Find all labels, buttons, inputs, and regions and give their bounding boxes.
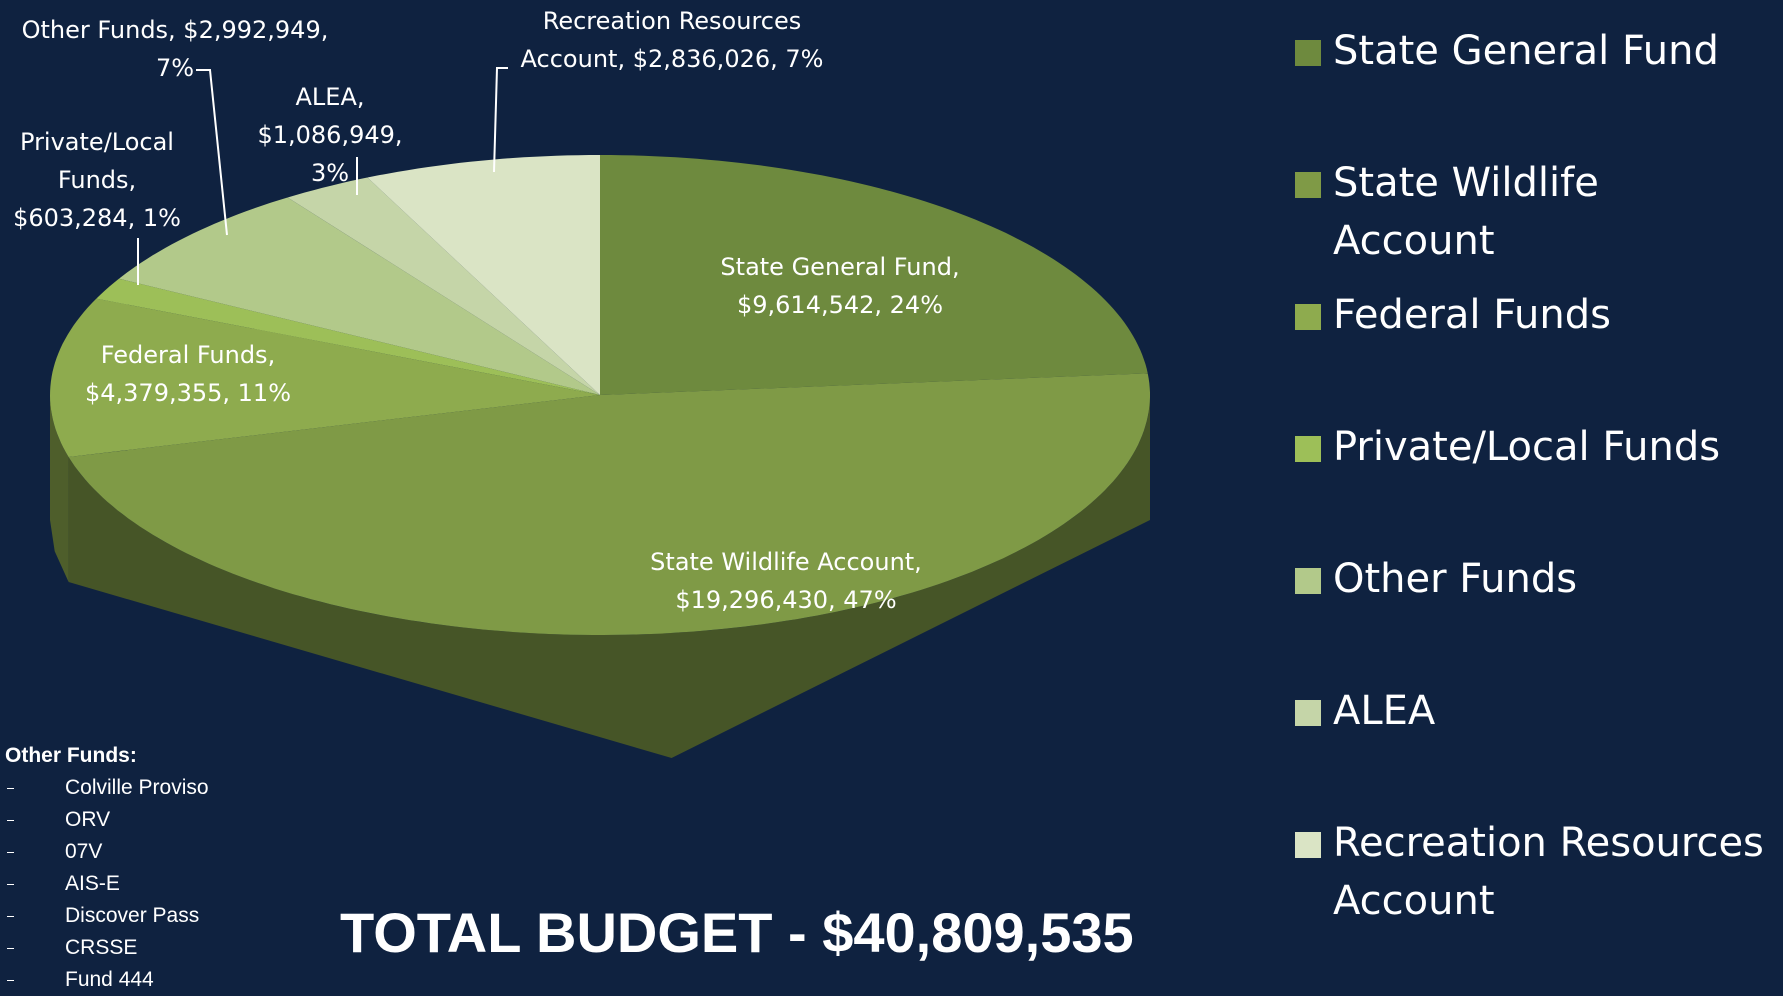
- legend: State General Fund State Wildlife Account…: [1295, 22, 1775, 946]
- bullet: [7, 788, 14, 789]
- slice-side: [68, 395, 1151, 758]
- legend-label: Other Funds: [1333, 556, 1578, 602]
- data-label: ALEA,: [296, 83, 365, 111]
- legend-item: ALEA: [1295, 682, 1775, 814]
- data-label: Private/Local: [20, 128, 174, 156]
- legend-label: State General Fund: [1333, 28, 1719, 74]
- note-item: ORV: [5, 804, 209, 836]
- legend-label: Recreation Resources Account: [1333, 820, 1764, 924]
- legend-swatch: [1295, 172, 1321, 198]
- slice: [118, 197, 601, 395]
- note-item: Fund 444: [5, 964, 209, 996]
- legend-swatch: [1295, 40, 1321, 66]
- bullet: [7, 948, 14, 949]
- bullet: [7, 980, 14, 981]
- legend-item: Recreation Resources Account: [1295, 814, 1775, 946]
- slice: [68, 373, 1151, 635]
- legend-swatch: [1295, 700, 1321, 726]
- legend-item: Private/Local Funds: [1295, 418, 1775, 550]
- note-item: Discover Pass: [5, 900, 209, 932]
- data-label: State Wildlife Account,: [650, 548, 922, 576]
- data-label: Recreation Resources: [543, 7, 802, 35]
- note-item: AIS-E: [5, 868, 209, 900]
- bullet: [7, 820, 14, 821]
- bullet: [7, 916, 14, 917]
- slice: [50, 298, 600, 457]
- data-label: Other Funds, $2,992,949,: [22, 16, 329, 44]
- legend-item: State General Fund: [1295, 22, 1775, 154]
- data-label: $19,296,430, 47%: [675, 586, 896, 614]
- legend-item: Federal Funds: [1295, 286, 1775, 418]
- slice-side: [50, 395, 69, 582]
- note-item: 07V: [5, 836, 209, 868]
- legend-label: State Wildlife Account: [1333, 160, 1599, 264]
- legend-label: ALEA: [1333, 688, 1436, 734]
- legend-swatch: [1295, 436, 1321, 462]
- leader-line: [493, 67, 508, 173]
- bullet: [7, 884, 14, 885]
- slice: [367, 155, 600, 395]
- data-label: $1,086,949,: [257, 121, 402, 149]
- slice: [600, 155, 1148, 395]
- legend-swatch: [1295, 832, 1321, 858]
- legend-swatch: [1295, 304, 1321, 330]
- bullet: [7, 852, 14, 853]
- data-label: Federal Funds,: [101, 341, 275, 369]
- legend-label: Federal Funds: [1333, 292, 1611, 338]
- note-title: Other Funds:: [5, 744, 137, 767]
- data-label: 7%: [156, 54, 194, 82]
- legend-item: State Wildlife Account: [1295, 154, 1775, 286]
- data-label: 3%: [311, 159, 349, 187]
- data-label: $4,379,355, 11%: [85, 379, 291, 407]
- note-item: Colville Proviso: [5, 772, 209, 804]
- legend-swatch: [1295, 568, 1321, 594]
- leader-line: [196, 69, 228, 236]
- data-label: State General Fund,: [720, 253, 959, 281]
- data-label: $9,614,542, 24%: [737, 291, 943, 319]
- note-item: CRSSE: [5, 932, 209, 964]
- data-label: Funds,: [58, 166, 136, 194]
- legend-label: Private/Local Funds: [1333, 424, 1721, 470]
- data-label: $603,284, 1%: [13, 204, 181, 232]
- legend-item: Other Funds: [1295, 550, 1775, 682]
- data-label: Account, $2,836,026, 7%: [521, 45, 824, 73]
- slice: [96, 278, 600, 395]
- total-budget: TOTAL BUDGET - $40,809,535: [340, 901, 1134, 964]
- slice: [287, 177, 600, 395]
- note: Other Funds: Colville Proviso ORV 07V AIS-E…: [5, 740, 209, 996]
